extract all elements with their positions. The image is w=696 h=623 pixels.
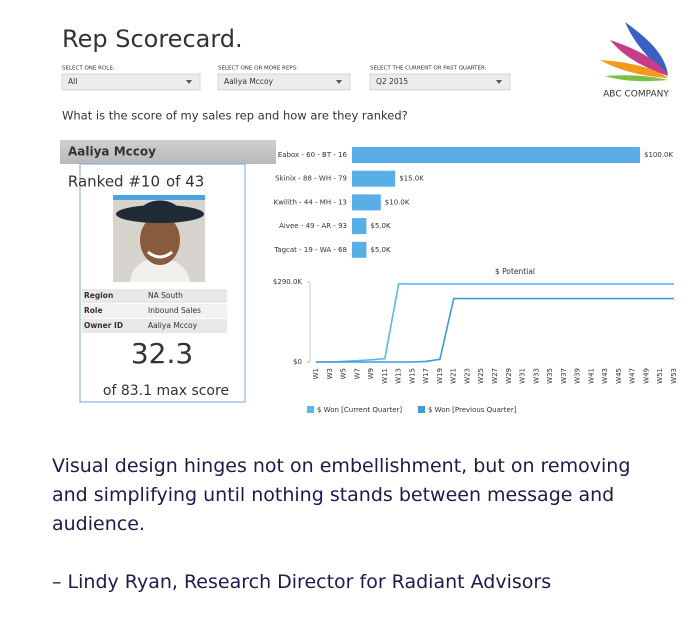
logo-text: ABC COMPANY: [603, 90, 669, 100]
value-label: $100.0K: [644, 151, 673, 159]
x-tick-label: W49: [642, 368, 650, 384]
max-score: of 83.1 max score: [103, 383, 229, 399]
x-tick-label: W17: [422, 368, 430, 384]
question: What is the score of my sales rep and ho…: [62, 109, 408, 123]
photo: [113, 200, 205, 282]
detail-value: NA South: [148, 291, 183, 300]
x-tick-label: W39: [574, 368, 582, 384]
detail-label: Region: [84, 291, 113, 300]
x-tick-label: W7: [353, 368, 361, 379]
x-tick-label: W23: [463, 368, 471, 384]
bar: [352, 194, 381, 211]
x-tick-label: W27: [491, 368, 499, 384]
dropdown: [217, 73, 351, 91]
x-tick-label: W45: [615, 368, 623, 384]
value-label: $5.0K: [370, 246, 391, 254]
x-tick-label: W21: [450, 368, 458, 384]
bar: [352, 241, 367, 258]
quote: Visual design hinges not on embellishmen…: [52, 455, 631, 535]
x-tick-label: W13: [395, 368, 403, 384]
value-label: $5.0K: [370, 222, 391, 230]
detail-row: [82, 289, 227, 303]
bar-label: Skinix - 88 - WH - 79: [275, 175, 347, 183]
x-tick-label: W41: [587, 368, 595, 384]
filter-label: SELECT ONE ROLE:: [62, 66, 115, 72]
rep-header: [60, 140, 276, 164]
dropdown-value: Q2 2015: [376, 77, 408, 86]
legend-swatch: [418, 406, 425, 413]
legend-swatch: [307, 406, 314, 413]
line: [316, 297, 674, 363]
x-tick-label: W19: [436, 368, 444, 384]
line: [316, 283, 674, 363]
rank: Ranked #10: [68, 173, 160, 191]
bar-label: Tagcat - 19 - WA - 68: [273, 246, 347, 254]
x-tick-label: W31: [519, 368, 527, 384]
bar: [352, 218, 367, 235]
attribution: – Lindy Ryan, Research Director for Radi…: [52, 571, 552, 593]
photo-bar: [113, 195, 205, 200]
y-tick-label: $290.0K: [273, 278, 302, 286]
dropdown-value: Aaliya Mccoy: [224, 77, 274, 86]
y-tick-label: $0: [293, 358, 302, 366]
score: 32.3: [131, 337, 193, 370]
bar-label: Aivee - 49 - AR - 93: [279, 222, 347, 230]
rep-name: Aaliya Mccoy: [68, 145, 156, 159]
bar: [352, 170, 396, 187]
x-tick-label: W35: [546, 368, 554, 384]
detail-value: Inbound Sales: [148, 306, 201, 315]
dropdown-arrow: [336, 80, 342, 84]
dropdown: [61, 73, 201, 91]
logo: ABC COMPANY: [600, 22, 669, 100]
x-tick-label: W53: [670, 368, 678, 384]
value-label: $10.0K: [385, 198, 410, 206]
x-tick-label: W9: [367, 368, 375, 379]
value-label: $15.0K: [399, 175, 424, 183]
detail-label: Role: [84, 306, 103, 315]
chart-title: $ Potential: [495, 267, 535, 276]
dropdown-arrow: [186, 80, 192, 84]
legend-label: $ Won [Previous Quarter]: [428, 406, 517, 414]
x-tick-label: W5: [340, 368, 348, 379]
bar-label: Kwilith - 44 - MH - 13: [274, 198, 347, 206]
x-tick-label: W51: [656, 368, 664, 384]
x-tick-label: W37: [560, 368, 568, 384]
x-tick-label: W25: [477, 368, 485, 384]
detail-row: [82, 319, 227, 333]
x-tick-label: W3: [326, 368, 334, 379]
dropdown-arrow: [496, 80, 502, 84]
bar-label: Eabox - 60 - BT - 16: [278, 151, 348, 159]
dashboard: Rep Scorecard. ABC COMPANY What is the s…: [60, 22, 678, 414]
filter-label: SELECT THE CURRENT OR PAST QUARTER:: [370, 66, 487, 72]
rank-of: of 43: [166, 173, 204, 191]
filter-label: SELECT ONE OR MORE REPS:: [218, 66, 298, 72]
x-tick-label: W15: [408, 368, 416, 384]
x-tick-label: W33: [532, 368, 540, 384]
dropdown: [369, 73, 511, 91]
bar: [352, 147, 640, 163]
legend-label: $ Won [Current Quarter]: [317, 406, 402, 414]
detail-label: Owner ID: [84, 321, 123, 330]
rep-panel: Aaliya Mccoy Ranked #10 of 43 Region NA S…: [60, 140, 276, 403]
x-tick-label: W47: [629, 368, 637, 384]
detail-row: [82, 304, 227, 318]
detail-value: Aaliya Mccoy: [148, 321, 198, 330]
x-tick-label: W11: [381, 368, 389, 384]
x-tick-label: W1: [312, 368, 320, 379]
title: Rep Scorecard.: [62, 25, 243, 53]
x-tick-label: W43: [601, 368, 609, 384]
dropdown-value: All: [68, 77, 77, 86]
x-tick-label: W29: [505, 368, 513, 384]
